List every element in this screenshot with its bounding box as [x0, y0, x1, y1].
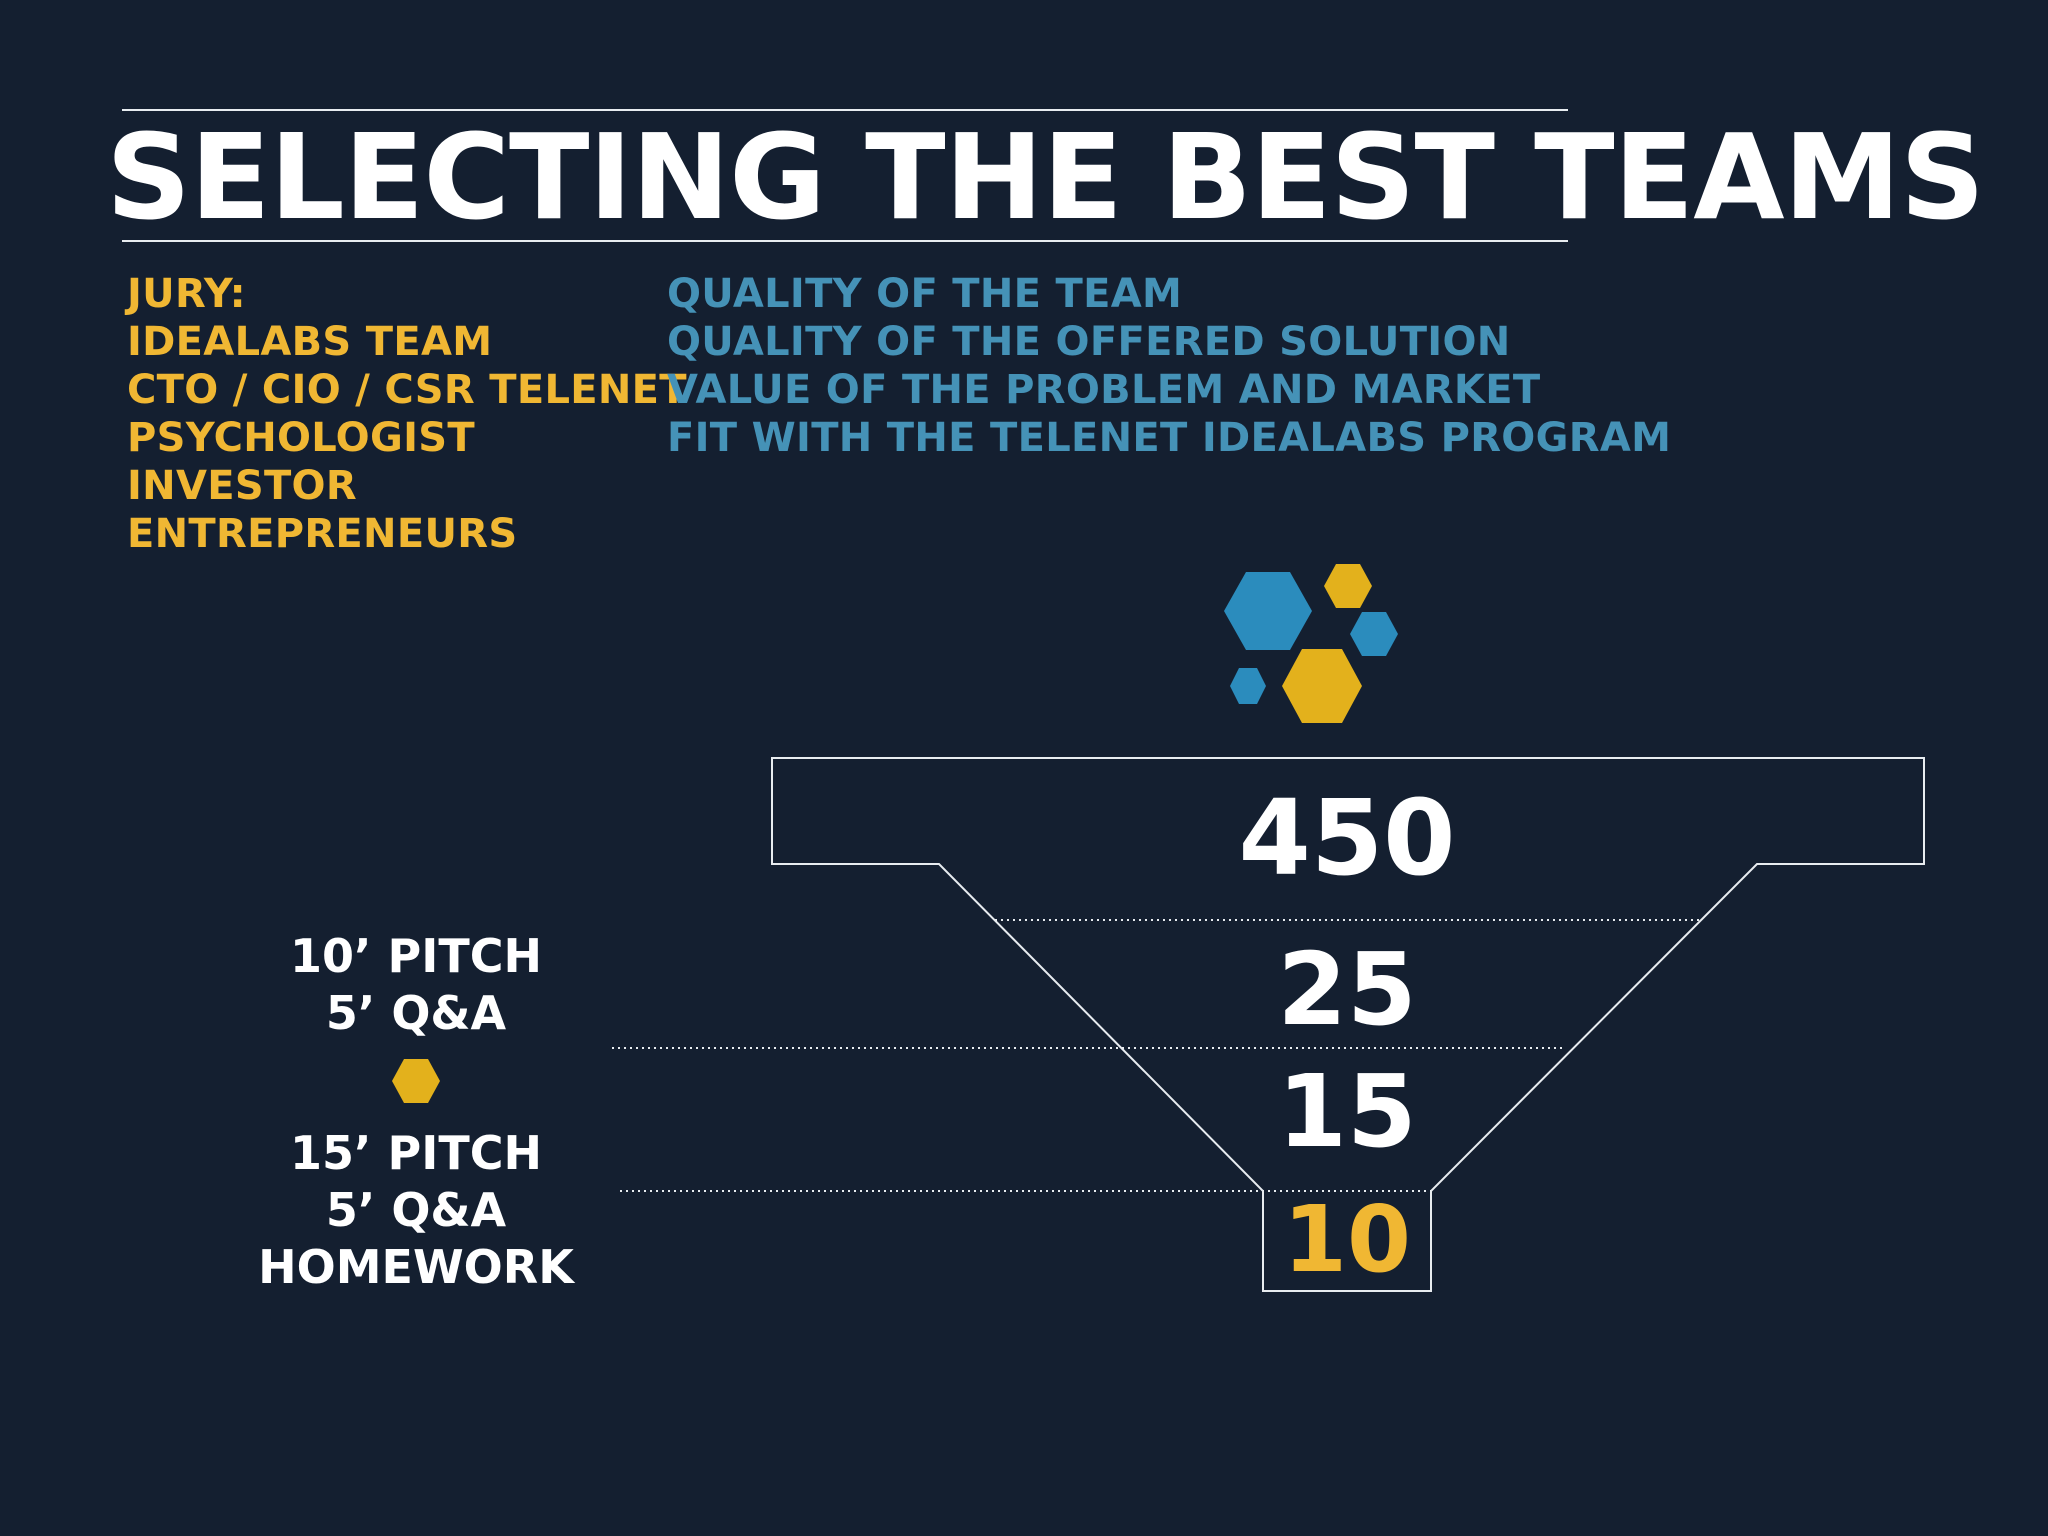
round-one-qa-label: 5’ Q&A [326, 986, 507, 1040]
hexagon-large-gold [1282, 649, 1362, 723]
hexagon-tiny-blue [1230, 668, 1266, 704]
hexagon-small-gold [1324, 564, 1372, 608]
round-two-qa-label: 5’ Q&A [326, 1183, 507, 1237]
criteria-list: QUALITY OF THE TEAM QUALITY OF THE OFFER… [667, 270, 1671, 462]
round-two-pitch-label: 15’ PITCH [290, 1126, 542, 1180]
hexagon-logo-icon [1224, 564, 1398, 723]
stage-count-round-two: 15 [1277, 1053, 1416, 1170]
criterion: FIT WITH THE TELENET IDEALABS PROGRAM [667, 415, 1672, 461]
jury-member: CTO / CIO / CSR TELENET [127, 367, 687, 413]
criterion: VALUE OF THE PROBLEM AND MARKET [667, 367, 1541, 413]
jury-member: INVESTOR [127, 463, 357, 509]
round-two-homework-label: HOMEWORK [258, 1240, 576, 1294]
criterion: QUALITY OF THE OFFERED SOLUTION [667, 319, 1511, 365]
stage-count-selected: 10 [1283, 1186, 1411, 1293]
criterion: QUALITY OF THE TEAM [667, 271, 1183, 317]
stage-count-round-one: 25 [1277, 931, 1416, 1048]
jury-member: PSYCHOLOGIST [127, 415, 475, 461]
stage-count-applicants: 450 [1238, 777, 1455, 899]
jury-list: JURY: IDEALABS TEAM CTO / CIO / CSR TELE… [127, 270, 687, 558]
hexagon-small-blue [1350, 612, 1398, 656]
title-rule-top [122, 109, 1568, 111]
hexagon-large-blue [1224, 572, 1312, 650]
title-rule-bottom [122, 240, 1568, 242]
round-one-pitch-label: 10’ PITCH [290, 929, 542, 983]
round-separator-hexagon-icon [392, 1059, 440, 1103]
jury-member: ENTREPRENEURS [127, 511, 518, 557]
funnel-outline [771, 757, 1925, 1292]
jury-member: IDEALABS TEAM [127, 319, 493, 365]
jury-heading: JURY: [127, 271, 246, 317]
